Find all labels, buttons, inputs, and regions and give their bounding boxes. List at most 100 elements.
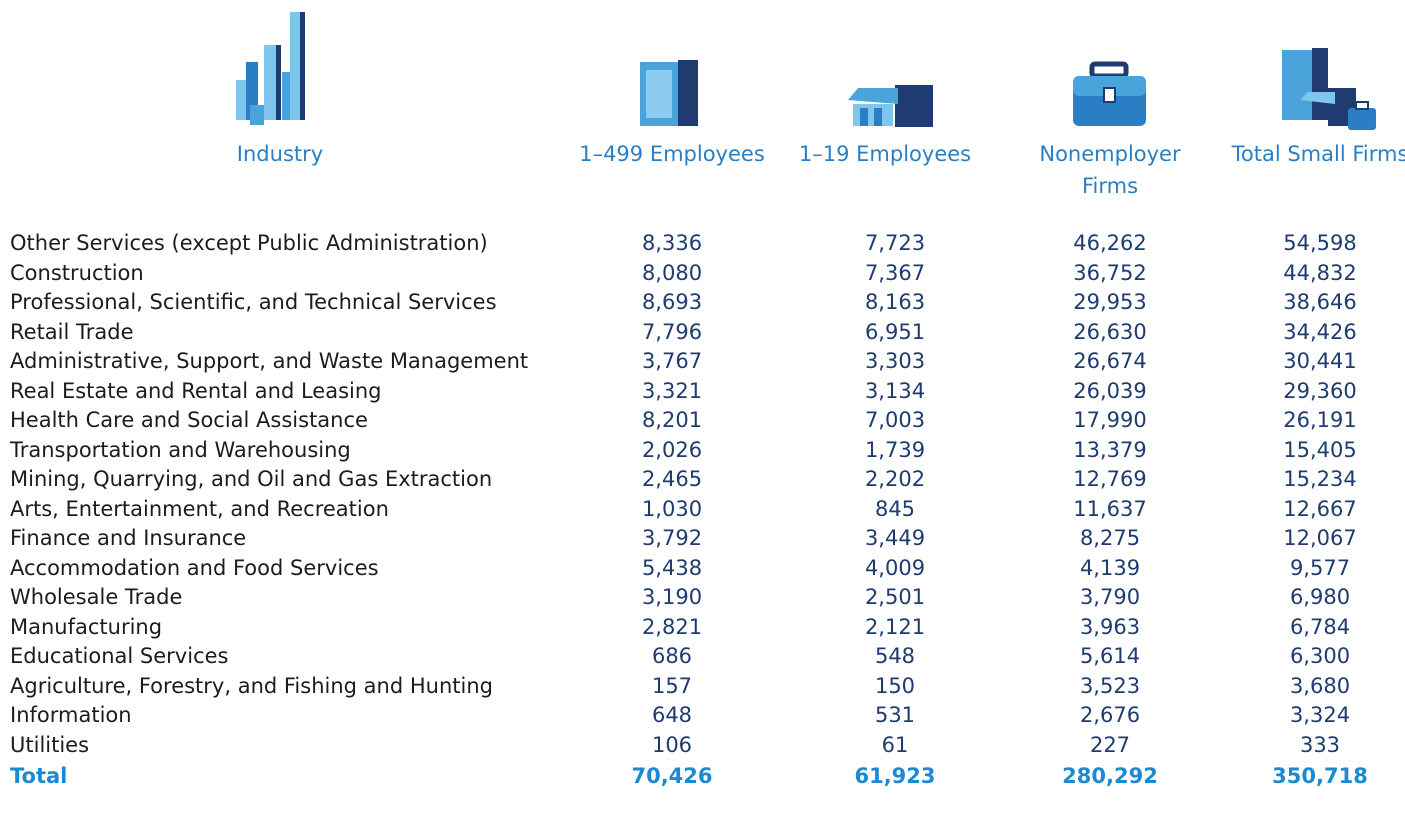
row-value: 29,360 — [1283, 378, 1357, 403]
row-label: Wholesale Trade — [10, 585, 183, 609]
row-label: Finance and Insurance — [10, 526, 247, 550]
column-header: Nonemployer Firms — [1039, 142, 1181, 198]
row-value: 34,426 — [1283, 319, 1357, 344]
row-value: 3,134 — [864, 378, 926, 403]
row-value: 15,405 — [1283, 437, 1357, 462]
row-value: 106 — [651, 732, 693, 757]
row-value: 8,080 — [641, 260, 703, 285]
row-value: 227 — [1089, 732, 1131, 757]
row-value: 3,523 — [1079, 673, 1141, 698]
row-value: 1,739 — [864, 437, 926, 462]
row-value: 3,190 — [641, 585, 703, 609]
row-value: 8,201 — [641, 408, 703, 432]
row-value: 3,324 — [1289, 703, 1351, 727]
row-value: 3,680 — [1289, 673, 1351, 698]
column-header: Industry — [236, 142, 324, 166]
row-label: Utilities — [10, 732, 90, 757]
row-value: 12,769 — [1073, 467, 1147, 491]
row-value: 3,792 — [641, 526, 703, 550]
row-value: 38,646 — [1283, 290, 1357, 314]
total-value: 61,923 — [854, 764, 936, 788]
row-value: 5,438 — [641, 555, 703, 580]
row-value: 845 — [874, 496, 916, 521]
row-label: Manufacturing — [10, 614, 163, 639]
row-value: 2,821 — [641, 614, 703, 639]
row-label: Professional, Scientific, and Technical … — [10, 290, 497, 314]
row-value: 26,039 — [1073, 378, 1147, 403]
column-header: 1–19 Employees — [798, 142, 972, 166]
row-value: 3,321 — [641, 378, 703, 403]
row-value: 7,796 — [641, 319, 703, 344]
storefront-icon — [848, 85, 933, 127]
row-value: 2,465 — [641, 467, 703, 491]
row-value: 26,630 — [1073, 319, 1147, 344]
row-label: Accommodation and Food Services — [10, 555, 379, 580]
row-label: Administrative, Support, and Waste Manag… — [10, 349, 529, 373]
row-value: 2,676 — [1079, 703, 1141, 727]
row-value: 26,674 — [1073, 349, 1147, 373]
row-value: 15,234 — [1283, 467, 1357, 491]
row-value: 3,303 — [864, 349, 926, 373]
industry-icon — [236, 12, 305, 125]
row-value: 11,637 — [1073, 496, 1147, 521]
row-value: 648 — [651, 703, 693, 727]
row-value: 46,262 — [1073, 231, 1147, 255]
column-header: Total Small Firms — [1231, 142, 1405, 166]
total-firms-icon — [1282, 48, 1376, 130]
row-label: Retail Trade — [10, 319, 134, 344]
briefcase-icon — [1073, 61, 1146, 126]
row-value: 54,598 — [1283, 231, 1357, 255]
header-icons — [236, 12, 1376, 130]
row-value: 13,379 — [1073, 437, 1147, 462]
row-value: 12,667 — [1283, 496, 1357, 521]
total-value: 70,426 — [631, 764, 713, 788]
total-value: 350,718 — [1272, 764, 1368, 788]
row-value: 3,963 — [1079, 614, 1141, 639]
row-value: 7,003 — [864, 408, 926, 432]
row-value: 29,953 — [1073, 290, 1147, 314]
row-value: 3,449 — [864, 526, 926, 550]
row-value: 6,951 — [864, 319, 926, 344]
row-value: 4,139 — [1079, 555, 1141, 580]
row-value: 2,026 — [641, 437, 703, 462]
row-value: 548 — [874, 644, 916, 668]
row-label: Mining, Quarrying, and Oil and Gas Extra… — [10, 467, 493, 491]
row-label: Arts, Entertainment, and Recreation — [10, 496, 389, 521]
row-value: 4,009 — [864, 555, 926, 580]
row-value: 686 — [651, 644, 693, 668]
row-value: 531 — [874, 703, 916, 727]
total-value: 280,292 — [1062, 764, 1158, 788]
building-icon — [640, 60, 698, 126]
row-value: 2,501 — [864, 585, 926, 609]
row-value: 6,300 — [1289, 644, 1351, 668]
row-value: 2,121 — [864, 614, 926, 639]
row-value: 8,275 — [1079, 526, 1141, 550]
column-header: 1–499 Employees — [579, 142, 765, 166]
row-value: 6,784 — [1289, 614, 1351, 639]
row-value: 8,163 — [864, 290, 926, 314]
row-value: 333 — [1299, 732, 1341, 757]
row-value: 3,790 — [1079, 585, 1141, 609]
row-value: 30,441 — [1283, 349, 1357, 373]
row-value: 9,577 — [1289, 555, 1351, 580]
row-value: 44,832 — [1283, 260, 1357, 285]
row-value: 61 — [881, 732, 909, 757]
row-value: 26,191 — [1283, 408, 1357, 432]
row-value: 36,752 — [1073, 260, 1147, 285]
total-label: Total — [10, 764, 68, 788]
row-value: 1,030 — [641, 496, 703, 521]
row-label: Information — [10, 703, 132, 727]
row-value: 17,990 — [1073, 408, 1147, 432]
row-value: 150 — [874, 673, 916, 698]
row-label: Real Estate and Rental and Leasing — [10, 378, 382, 403]
row-value: 157 — [651, 673, 693, 698]
row-label: Health Care and Social Assistance — [10, 408, 368, 432]
row-value: 8,693 — [641, 290, 703, 314]
row-value: 12,067 — [1283, 526, 1357, 550]
row-value: 6,980 — [1289, 585, 1351, 609]
row-label: Construction — [10, 260, 144, 285]
row-value: 5,614 — [1079, 644, 1141, 668]
row-label: Agriculture, Forestry, and Fishing and H… — [10, 673, 493, 698]
row-value: 3,767 — [641, 349, 703, 373]
